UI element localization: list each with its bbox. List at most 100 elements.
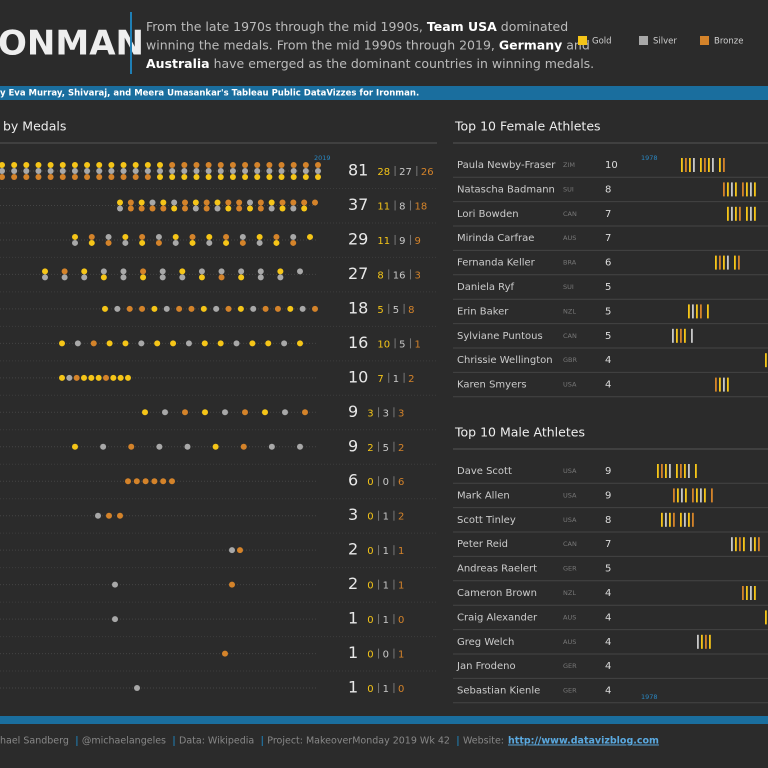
medal-dot — [47, 174, 54, 180]
medal-tick — [707, 304, 709, 319]
medal-tick — [746, 182, 748, 197]
medal-dot — [312, 199, 318, 206]
medal-dot — [189, 233, 196, 240]
medal-dot — [205, 174, 212, 180]
medal-dot — [206, 239, 213, 246]
medal-tick — [708, 158, 710, 172]
legend-swatch — [700, 36, 709, 45]
silver-count: 0 — [383, 650, 389, 661]
medal-dot — [278, 162, 285, 168]
medal-dot — [47, 168, 54, 174]
medal-tick — [695, 464, 697, 478]
medal-dot — [266, 168, 273, 174]
medal-dot — [105, 233, 112, 240]
medal-tick — [692, 512, 694, 527]
medal-dot — [254, 174, 261, 180]
medal-total: 1 — [348, 678, 358, 697]
medal-dot — [212, 443, 219, 450]
medal-dot — [103, 374, 109, 381]
footer-link[interactable]: http://www.datavizblog.com — [508, 736, 659, 747]
medal-dot — [287, 305, 294, 312]
medal-dot — [151, 478, 158, 485]
medal-tick — [665, 464, 667, 478]
legend-label: Gold — [592, 37, 612, 47]
medal-dot — [142, 409, 148, 416]
medal-dot — [297, 268, 303, 275]
medal-dot — [247, 199, 253, 206]
medal-dot — [179, 268, 186, 275]
medal-total: 9 — [348, 436, 358, 455]
medal-dot — [133, 478, 140, 485]
athlete-country: BRA — [563, 259, 577, 267]
athlete-country: GER — [563, 662, 577, 670]
medal-dot — [126, 305, 133, 312]
medal-tick — [689, 158, 691, 172]
athlete-name: Greg Welch — [457, 637, 514, 648]
medal-dot — [100, 268, 107, 275]
medal-tick — [731, 206, 733, 221]
medal-dot — [214, 205, 221, 212]
bronze-count: 8 — [408, 305, 414, 316]
medal-dot — [274, 305, 281, 312]
medal-dot — [127, 199, 134, 206]
medal-dot — [71, 168, 78, 174]
medal-dot — [108, 162, 115, 168]
medal-tick — [727, 377, 729, 392]
medal-dot — [160, 478, 167, 485]
description-line: winning the medals. From the mid 1990s t… — [146, 37, 590, 52]
medal-dot — [149, 199, 156, 206]
medal-dot — [297, 340, 303, 347]
year-label: 2019 — [314, 154, 331, 162]
medal-tick — [746, 586, 748, 600]
medal-dot — [73, 374, 80, 381]
medal-dot — [214, 199, 221, 206]
medal-dot — [159, 268, 166, 275]
medal-dot — [290, 233, 297, 240]
medal-dot — [290, 168, 297, 174]
athlete-country: SUI — [563, 283, 574, 291]
medal-tick — [727, 255, 729, 270]
medal-dot — [96, 162, 103, 168]
silver-count: 27 — [399, 167, 412, 178]
medal-dot — [250, 305, 257, 312]
medal-dot — [100, 443, 107, 450]
medal-dot — [84, 174, 91, 180]
medal-tick — [677, 488, 679, 503]
medal-dot — [95, 512, 101, 519]
medal-tick — [680, 512, 682, 527]
medal-tick — [715, 255, 717, 270]
gold-count: 8 — [377, 270, 383, 281]
medal-dot — [102, 305, 108, 312]
medal-dot — [189, 239, 196, 246]
medal-dot — [242, 409, 248, 416]
silver-count: 1 — [383, 581, 389, 592]
athlete-name: Craig Alexander — [457, 612, 538, 623]
medal-tick — [692, 488, 694, 503]
medal-tick — [669, 464, 671, 478]
bronze-count: 9 — [414, 236, 420, 247]
medal-dot — [218, 268, 225, 275]
medal-tick — [743, 537, 745, 552]
medal-dot — [66, 374, 73, 381]
athlete-name: Dave Scott — [457, 466, 512, 477]
medal-dot — [71, 162, 78, 168]
medal-dot — [122, 340, 129, 347]
medal-dot — [162, 409, 168, 416]
credit-bar — [0, 86, 768, 100]
silver-count: 5 — [399, 339, 405, 350]
medal-dot — [132, 162, 139, 168]
medal-dot — [217, 174, 224, 180]
medal-dot — [229, 581, 235, 588]
description-line: Australia have emerged as the dominant c… — [146, 56, 594, 71]
medal-tick — [739, 206, 741, 221]
medal-dot — [203, 199, 210, 206]
medal-dot — [96, 168, 103, 174]
medal-tick — [704, 488, 706, 503]
athlete-name: Peter Reid — [457, 539, 508, 550]
gold-count: 10 — [377, 339, 390, 350]
medal-tick — [750, 537, 752, 552]
medal-tick — [685, 158, 687, 172]
medal-tick — [735, 206, 737, 221]
medal-total: 37 — [348, 195, 368, 214]
medal-dot — [242, 162, 249, 168]
